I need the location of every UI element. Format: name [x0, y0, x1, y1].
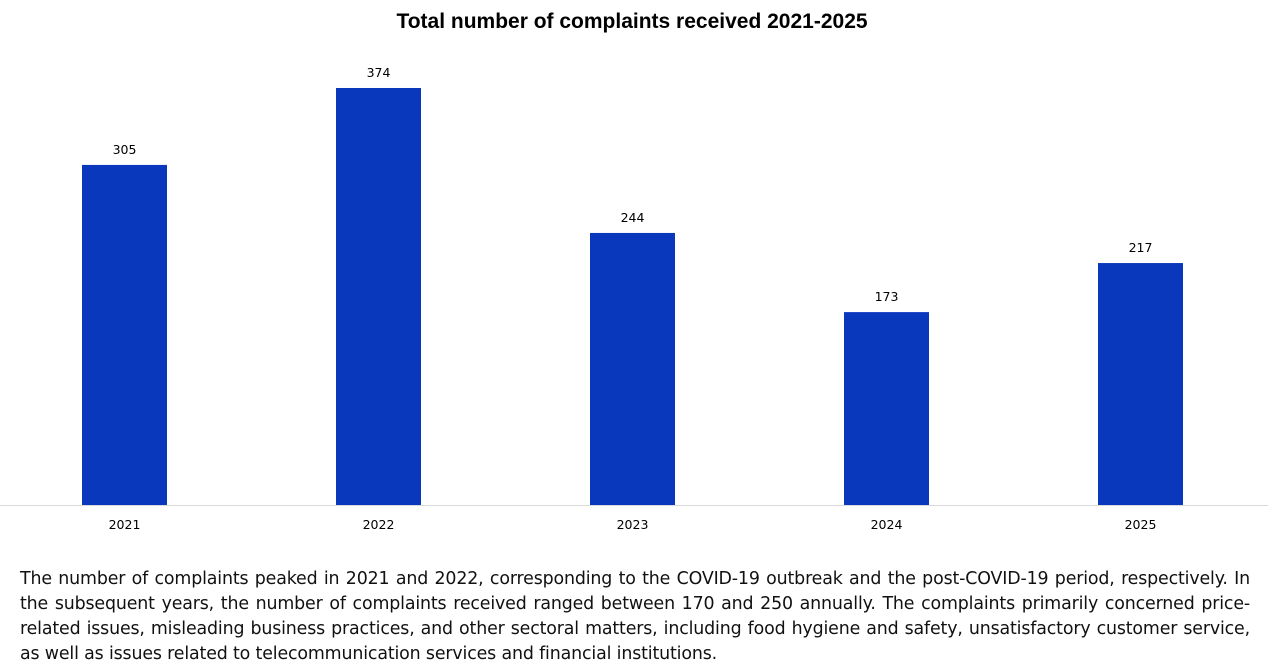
bar-2024 — [844, 312, 929, 505]
chart-description: The number of complaints peaked in 2021 … — [20, 569, 1250, 664]
data-label-2022: 374 — [367, 65, 391, 80]
bar-2022 — [336, 87, 421, 506]
data-label-2024: 173 — [875, 289, 899, 304]
bar-2021 — [82, 164, 167, 506]
x-tick-label-2024: 2024 — [871, 517, 903, 532]
x-tick-label-2022: 2022 — [363, 517, 395, 532]
x-tick-label-2021: 2021 — [109, 517, 141, 532]
bar-2025 — [1098, 263, 1183, 505]
bar-chart: 305 2021 374 2022 244 2023 173 2024 217 2025 — [0, 65, 1268, 532]
x-tick-label-2023: 2023 — [617, 517, 649, 532]
data-label-2021: 305 — [113, 142, 137, 157]
chart-title: Total number of complaints received 2021… — [396, 10, 868, 33]
data-label-2025: 217 — [1129, 240, 1153, 255]
x-tick-label-2025: 2025 — [1125, 517, 1157, 532]
data-label-2023: 244 — [621, 210, 645, 225]
bar-2023 — [590, 232, 675, 505]
